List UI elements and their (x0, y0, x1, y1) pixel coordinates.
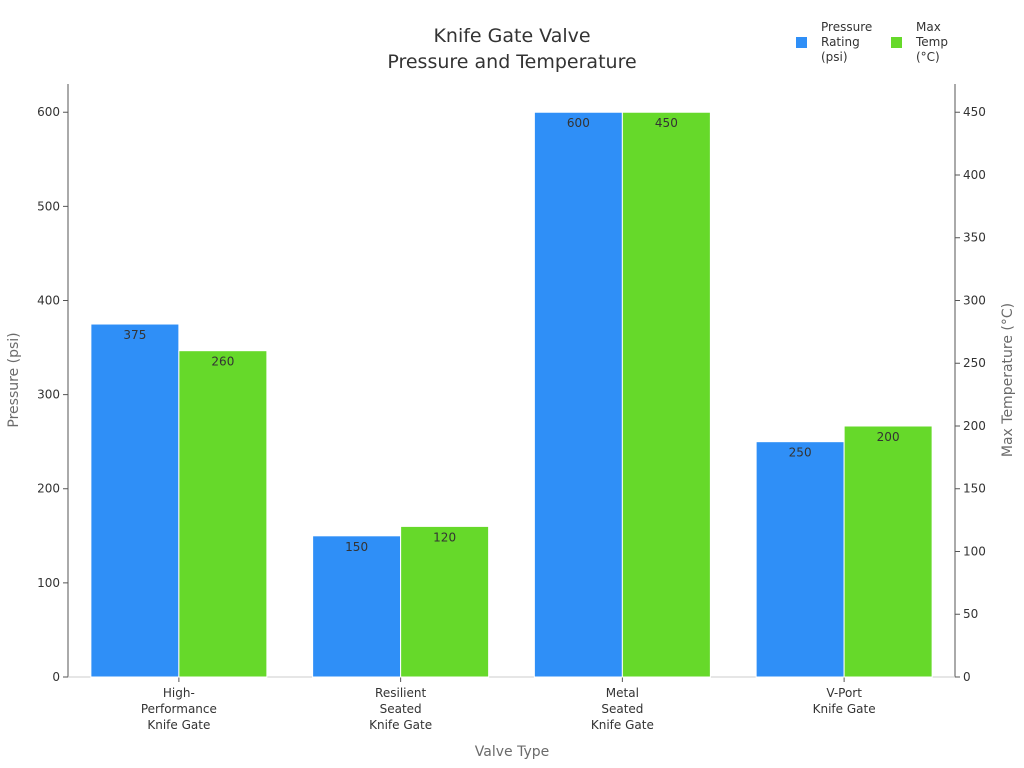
x-tick-label: Metal (606, 686, 639, 700)
y-tick-label: 100 (37, 576, 60, 590)
x-tick-label: High- (163, 686, 195, 700)
x-tick-label: V-Port (826, 686, 862, 700)
x-tick-label: Knife Gate (591, 718, 654, 732)
legend-label: Pressure (821, 20, 872, 34)
y2-tick-label: 50 (963, 607, 978, 621)
bar-value-label: 250 (789, 446, 812, 460)
bar-value-label: 600 (567, 116, 590, 130)
y2-tick-label: 200 (963, 419, 986, 433)
y2-tick-label: 0 (963, 670, 971, 684)
y2-tick-label: 400 (963, 168, 986, 182)
x-tick-label: Knife Gate (147, 718, 210, 732)
x-tick-label: Seated (601, 702, 643, 716)
chart-title-line: Pressure and Temperature (387, 51, 636, 73)
legend-swatch (796, 37, 807, 48)
legend-label: Rating (821, 35, 860, 49)
bar (90, 323, 180, 678)
bar (178, 350, 268, 678)
bar-value-label: 120 (433, 530, 456, 544)
chart-title-line: Knife Gate Valve (433, 25, 590, 47)
bar (843, 425, 933, 678)
y-tick-label: 400 (37, 293, 60, 307)
y-tick-label: 600 (37, 105, 60, 119)
x-tick-label: Knife Gate (369, 718, 432, 732)
y2-tick-label: 100 (963, 544, 986, 558)
bar (400, 525, 490, 678)
legend-label: (°C) (916, 50, 940, 64)
legend-label: Max (916, 20, 941, 34)
bar (755, 441, 845, 678)
bar-value-label: 150 (345, 540, 368, 554)
bar (312, 535, 402, 678)
y-tick-label: 300 (37, 388, 60, 402)
bar-value-label: 200 (877, 430, 900, 444)
bars (90, 111, 933, 678)
bar-value-label: 375 (123, 328, 146, 342)
y-axis-label: Pressure (psi) (6, 332, 22, 427)
chart-title: Knife Gate Valve Pressure and Temperature (387, 25, 636, 73)
y2-axis-label: Max Temperature (°C) (1000, 303, 1016, 457)
bar (533, 111, 623, 678)
bar-value-label: 450 (655, 116, 678, 130)
y2-tick-label: 250 (963, 356, 986, 370)
x-tick-label: Performance (141, 702, 217, 716)
bar-labels: 375 150 600 250 260 120 450 200 (123, 116, 899, 554)
bar (621, 111, 711, 678)
y-tick-label: 500 (37, 199, 60, 213)
x-tick-label: Resilient (375, 686, 426, 700)
legend-swatch (891, 37, 902, 48)
y2-tick-label: 150 (963, 482, 986, 496)
x-axis-label: Valve Type (475, 744, 549, 760)
y2-tick-label: 450 (963, 105, 986, 119)
y2-tick-label: 350 (963, 231, 986, 245)
bar-value-label: 260 (211, 355, 234, 369)
axes: 0 100 200 300 400 500 600 0 50 100 150 200 250 300 350… (6, 84, 1016, 760)
x-tick-label: Knife Gate (813, 702, 876, 716)
legend-label: Temp (915, 35, 948, 49)
y-tick-label: 200 (37, 482, 60, 496)
legend-label: (psi) (821, 50, 848, 64)
y2-tick-label: 300 (963, 293, 986, 307)
y-tick-label: 0 (52, 670, 60, 684)
x-tick-label: Seated (380, 702, 422, 716)
